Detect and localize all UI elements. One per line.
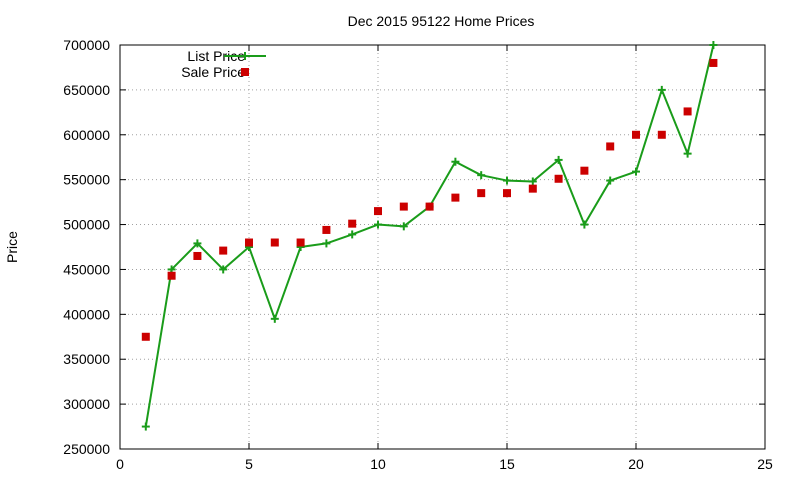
y-tick-label: 500000 [63,217,110,233]
list-price-point [141,422,150,431]
sale-price-point [528,184,537,193]
series-list-price [141,41,718,431]
y-tick-label: 600000 [63,127,110,143]
plot-frame [119,44,766,450]
list-price-point [399,222,408,231]
sale-price-point [322,225,331,234]
list-price-point [477,171,486,180]
y-tick-label: 550000 [63,172,110,188]
legend-plus-swatch [241,52,249,60]
sale-price-point [296,238,305,247]
sale-price-point [451,193,460,202]
sale-price-point [374,207,382,216]
x-tick-label: 25 [757,456,773,472]
y-tick-label: 250000 [63,441,110,457]
list-price-point [322,239,331,248]
sale-price-point [270,238,279,247]
list-price-point [374,220,382,229]
list-price-point [632,167,640,176]
sale-price-point [399,202,408,211]
sale-price-point [245,238,253,247]
ticks: 0 5 10 15 20 25 250000 300000 350000 400000 450000… [63,37,773,472]
list-price-point [554,155,563,164]
y-tick-label: 700000 [63,37,110,53]
y-tick-label: 300000 [63,396,110,412]
grid [120,45,765,449]
sale-price-point [503,189,511,198]
sale-price-point [141,332,150,341]
sale-price-point [606,142,615,151]
list-price-point [580,220,589,229]
y-tick-label: 400000 [63,306,110,322]
y-tick-label: 350000 [63,351,110,367]
sale-price-point [477,189,486,198]
sale-price-point [554,174,563,183]
y-axis-title: Price [4,231,20,263]
list-price-point [503,176,511,185]
legend-label: Sale Price [181,64,245,80]
list-price-point [709,41,718,49]
sale-price-point [580,166,589,175]
y-tick-label: 450000 [63,261,110,277]
list-price-point [193,239,202,248]
list-price-line [144,44,715,427]
x-tick-label: 5 [245,456,253,472]
sale-price-point [425,202,434,211]
x-tick-label: 15 [499,456,515,472]
list-price-point [606,176,615,185]
list-price-point [657,85,666,94]
sale-price-point [193,251,202,260]
y-tick-label: 650000 [63,82,110,98]
sale-price-point [657,130,666,139]
series-layer [141,41,718,431]
chart-title: Dec 2015 95122 Home Prices [348,13,535,29]
list-price-point [219,265,228,274]
sale-price-point [167,271,176,280]
x-tick-label: 10 [370,456,386,472]
sale-price-point [219,246,228,255]
sale-price-point [683,107,692,116]
list-price-point [451,157,460,166]
legend-label: List Price [187,48,245,64]
list-price-point [528,177,537,186]
sale-price-point [348,219,357,228]
series-sale-price [141,58,718,341]
x-tick-label: 20 [628,456,644,472]
list-price-point [348,230,357,239]
list-price-point [270,314,279,323]
x-tick-label: 0 [116,456,124,472]
list-price-point [683,149,692,158]
sale-price-point [709,58,718,67]
sale-price-point [632,130,640,139]
legend-square-swatch [241,68,249,76]
